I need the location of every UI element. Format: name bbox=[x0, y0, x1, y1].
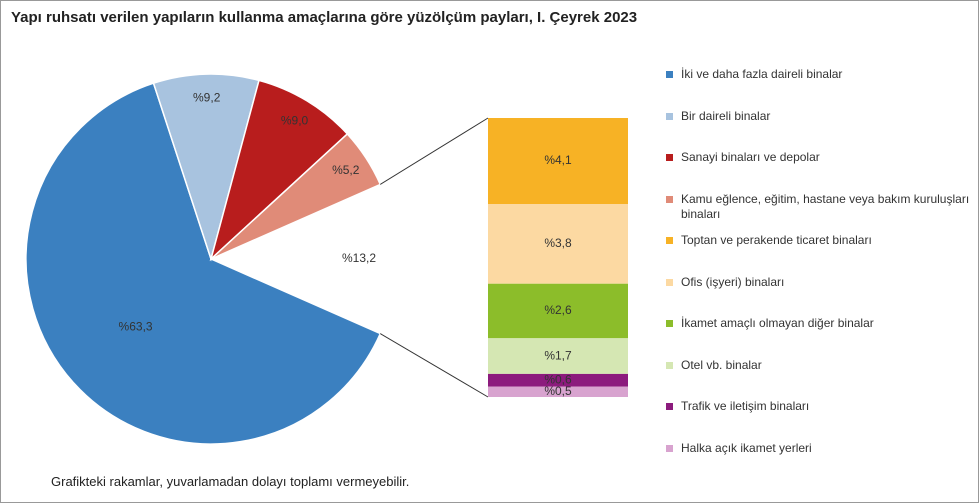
connector bbox=[380, 333, 489, 398]
pie-slice bbox=[152, 73, 260, 262]
legend-swatch bbox=[666, 278, 673, 286]
legend-item: Ofis (işyeri) binaları bbox=[666, 275, 971, 290]
legend-swatch bbox=[666, 361, 673, 369]
legend-swatch bbox=[666, 195, 673, 203]
data-label: %9,0 bbox=[281, 114, 309, 128]
chart-title: Yapı ruhsatı verilen yapıların kullanma … bbox=[11, 9, 638, 26]
legend-label: Trafik ve iletişim binaları bbox=[681, 399, 810, 413]
note: Grafikteki rakamlar, yuvarlamadan dolayı… bbox=[51, 474, 410, 489]
data-label: %13,2 bbox=[342, 251, 376, 265]
legend-swatch bbox=[666, 112, 673, 120]
legend-item: Kamu eğlence, eğitim, hastane veya bakım… bbox=[666, 192, 971, 222]
data-label: %3,8 bbox=[544, 236, 572, 250]
pie-slice bbox=[209, 79, 349, 262]
data-label: %9,2 bbox=[193, 90, 221, 104]
bar-segment bbox=[488, 204, 628, 284]
legend-item: Bir daireli binalar bbox=[666, 109, 971, 124]
bar-segment bbox=[488, 386, 628, 397]
legend-label: İkamet amaçlı olmayan diğer binalar bbox=[681, 316, 874, 330]
legend-label: Bir daireli binalar bbox=[681, 108, 771, 123]
legend-item: Sanayi binaları ve depolar bbox=[666, 150, 971, 165]
legend-item: Halka açık ikamet yerleri bbox=[666, 441, 971, 456]
pie-slice bbox=[25, 82, 382, 445]
bar-segment bbox=[488, 373, 628, 387]
data-label: %0,5 bbox=[544, 384, 572, 398]
legend-swatch bbox=[666, 237, 673, 244]
legend-label: Ofis (işyeri) binaları bbox=[681, 274, 785, 289]
data-label: %0,6 bbox=[544, 372, 572, 386]
data-label: %2,6 bbox=[544, 303, 572, 317]
bar-segment bbox=[488, 338, 628, 374]
legend-swatch bbox=[666, 71, 673, 78]
legend-item: İki ve daha fazla daireli binalar bbox=[666, 67, 971, 82]
bar-segment bbox=[488, 118, 628, 205]
legend-item: Toptan ve perakende ticaret binaları bbox=[666, 233, 971, 248]
legend-swatch bbox=[666, 154, 673, 161]
data-label: %4,1 bbox=[544, 153, 572, 167]
legend-label: Kamu eğlence, eğitim, hastane veya bakım… bbox=[681, 191, 970, 221]
data-label: %5,2 bbox=[332, 163, 360, 177]
connector bbox=[380, 117, 489, 185]
legend-swatch bbox=[666, 444, 673, 452]
data-label: %63,3 bbox=[119, 319, 153, 333]
legend-swatch bbox=[666, 320, 673, 327]
legend-swatch bbox=[666, 403, 673, 410]
legend-item: Trafik ve iletişim binaları bbox=[666, 399, 971, 414]
legend-label: İki ve daha fazla daireli binalar bbox=[681, 67, 843, 81]
pie-slice bbox=[211, 184, 397, 334]
legend-label: Toptan ve perakende ticaret binaları bbox=[681, 233, 872, 247]
legend-label: Sanayi binaları ve depolar bbox=[681, 150, 820, 164]
legend-item: Otel vb. binalar bbox=[666, 358, 971, 373]
legend-label: Otel vb. binalar bbox=[681, 357, 762, 372]
legend-label: Halka açık ikamet yerleri bbox=[681, 440, 812, 455]
bar-segment bbox=[488, 283, 628, 339]
legend-item: İkamet amaçlı olmayan diğer binalar bbox=[666, 316, 971, 331]
data-label: %1,7 bbox=[544, 348, 572, 362]
